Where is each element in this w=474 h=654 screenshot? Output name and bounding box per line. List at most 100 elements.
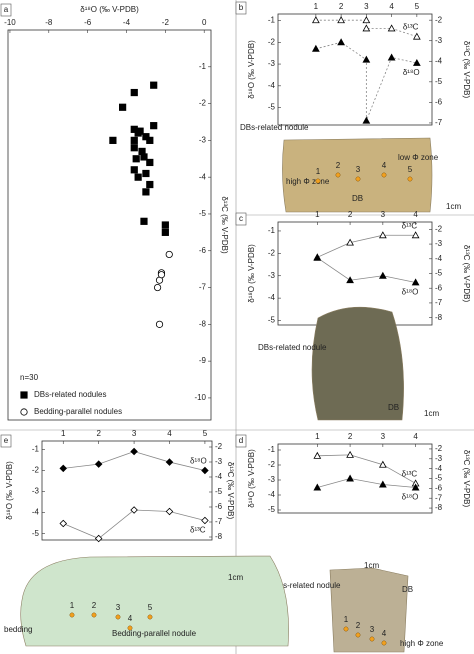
legend-label: DBs-related nodules — [34, 390, 106, 399]
x-tick-label: 4 — [413, 210, 418, 219]
y2-tick-label: -4 — [435, 56, 443, 65]
marker — [155, 320, 164, 328]
panel-tag: b — [239, 3, 244, 12]
marker — [59, 519, 68, 528]
y-tick-label: -2 — [268, 37, 276, 46]
y-tick-label: -4 — [268, 81, 276, 90]
y-tick-label: -2 — [268, 248, 276, 257]
marker — [142, 188, 150, 196]
marker — [94, 534, 103, 543]
marker — [94, 460, 103, 468]
series-label: δ¹³C — [403, 23, 419, 32]
x-tick-label: -6 — [84, 18, 92, 27]
series-label: δ¹⁸O — [402, 493, 419, 502]
marker — [313, 253, 322, 261]
x-tick-label: 1 — [314, 2, 319, 11]
sample-point — [343, 626, 349, 632]
marker — [130, 88, 138, 97]
y-tick-label: -7 — [199, 283, 207, 292]
photo-label: DB — [402, 585, 413, 594]
marker — [201, 466, 209, 475]
panel-tag-box — [235, 434, 247, 448]
marker — [346, 238, 354, 246]
series-line — [63, 509, 206, 539]
y2-tick-label: -5 — [435, 269, 443, 278]
x-tick-label: 1 — [315, 210, 320, 219]
x-tick-label: -4 — [123, 18, 131, 27]
sample-point — [355, 632, 361, 638]
legend-note: n=30 — [20, 373, 39, 382]
marker — [146, 136, 154, 144]
marker — [313, 451, 322, 459]
marker — [313, 483, 322, 491]
photo-label: 1cm — [424, 409, 439, 418]
marker — [378, 460, 387, 468]
x-tick-label: 2 — [339, 2, 344, 11]
marker — [150, 122, 158, 130]
y2-tick-label: -7 — [435, 493, 443, 502]
marker — [201, 516, 209, 525]
x-tick-label: 2 — [348, 432, 353, 441]
y2-tick-label: -8 — [215, 532, 223, 541]
marker — [146, 158, 154, 167]
sample-point — [91, 612, 97, 618]
marker — [165, 507, 174, 516]
marker — [136, 127, 144, 135]
marker — [337, 16, 345, 24]
x-tick-label: 5 — [203, 429, 208, 438]
y-tick-label: -4 — [268, 490, 276, 499]
sample-point — [115, 614, 121, 620]
marker — [142, 169, 150, 178]
marker — [346, 450, 354, 458]
panel-tag: e — [4, 436, 9, 445]
y2-tick-label: -7 — [435, 118, 443, 127]
series-line — [317, 257, 416, 283]
marker — [378, 480, 387, 488]
marker — [378, 271, 387, 279]
photo-label: 1 — [70, 601, 75, 610]
series-line — [317, 454, 416, 484]
sample-point — [407, 176, 413, 182]
photo-label: high Φ zone — [400, 639, 444, 648]
photo-label: 4 — [382, 161, 387, 170]
photo-label: DBs-related nodule — [240, 123, 309, 132]
marker — [150, 81, 158, 89]
marker — [362, 16, 371, 24]
marker — [146, 180, 154, 189]
marker — [346, 474, 354, 482]
sample-point — [369, 636, 375, 642]
y2-tick-label: -4 — [435, 464, 443, 473]
y-tick-label: -1 — [268, 445, 276, 454]
y2-tick-label: -5 — [435, 474, 443, 483]
y2-tick-label: -6 — [435, 97, 443, 106]
y-tick-label: -4 — [32, 508, 40, 517]
photo-label: 3 — [356, 165, 361, 174]
y2-tick-label: -2 — [435, 15, 443, 24]
y-axis-label: δ¹⁸O (‰ V-PDB) — [247, 449, 256, 508]
y-tick-label: -6 — [199, 246, 207, 255]
y2-tick-label: -2 — [215, 442, 223, 451]
marker — [362, 24, 371, 32]
y2-tick-label: -3 — [435, 239, 443, 248]
y2-tick-label: -8 — [435, 313, 443, 322]
series-label: δ¹³C — [190, 526, 206, 535]
photo-label: 1cm — [446, 202, 461, 211]
panel-tag-box — [0, 3, 12, 17]
photo-label: bedding — [4, 625, 32, 634]
x-tick-label: 3 — [132, 429, 137, 438]
photo-label: 4 — [382, 629, 387, 638]
y-tick-label: -3 — [268, 271, 276, 280]
y-tick-label: -10 — [194, 393, 206, 402]
photo-label: 1cm — [364, 561, 379, 570]
series-label: δ¹³C — [402, 221, 418, 230]
marker — [165, 250, 173, 259]
photo-label: DB — [352, 194, 363, 203]
x-tick-label: -2 — [162, 18, 170, 27]
marker — [165, 458, 174, 466]
y2-axis-label: δ¹³C (‰ V-PDB) — [462, 245, 471, 303]
y2-tick-label: -4 — [215, 472, 223, 481]
marker — [378, 231, 387, 239]
x-tick-label: 4 — [167, 429, 172, 438]
legend-marker — [20, 408, 28, 416]
marker — [411, 483, 420, 491]
